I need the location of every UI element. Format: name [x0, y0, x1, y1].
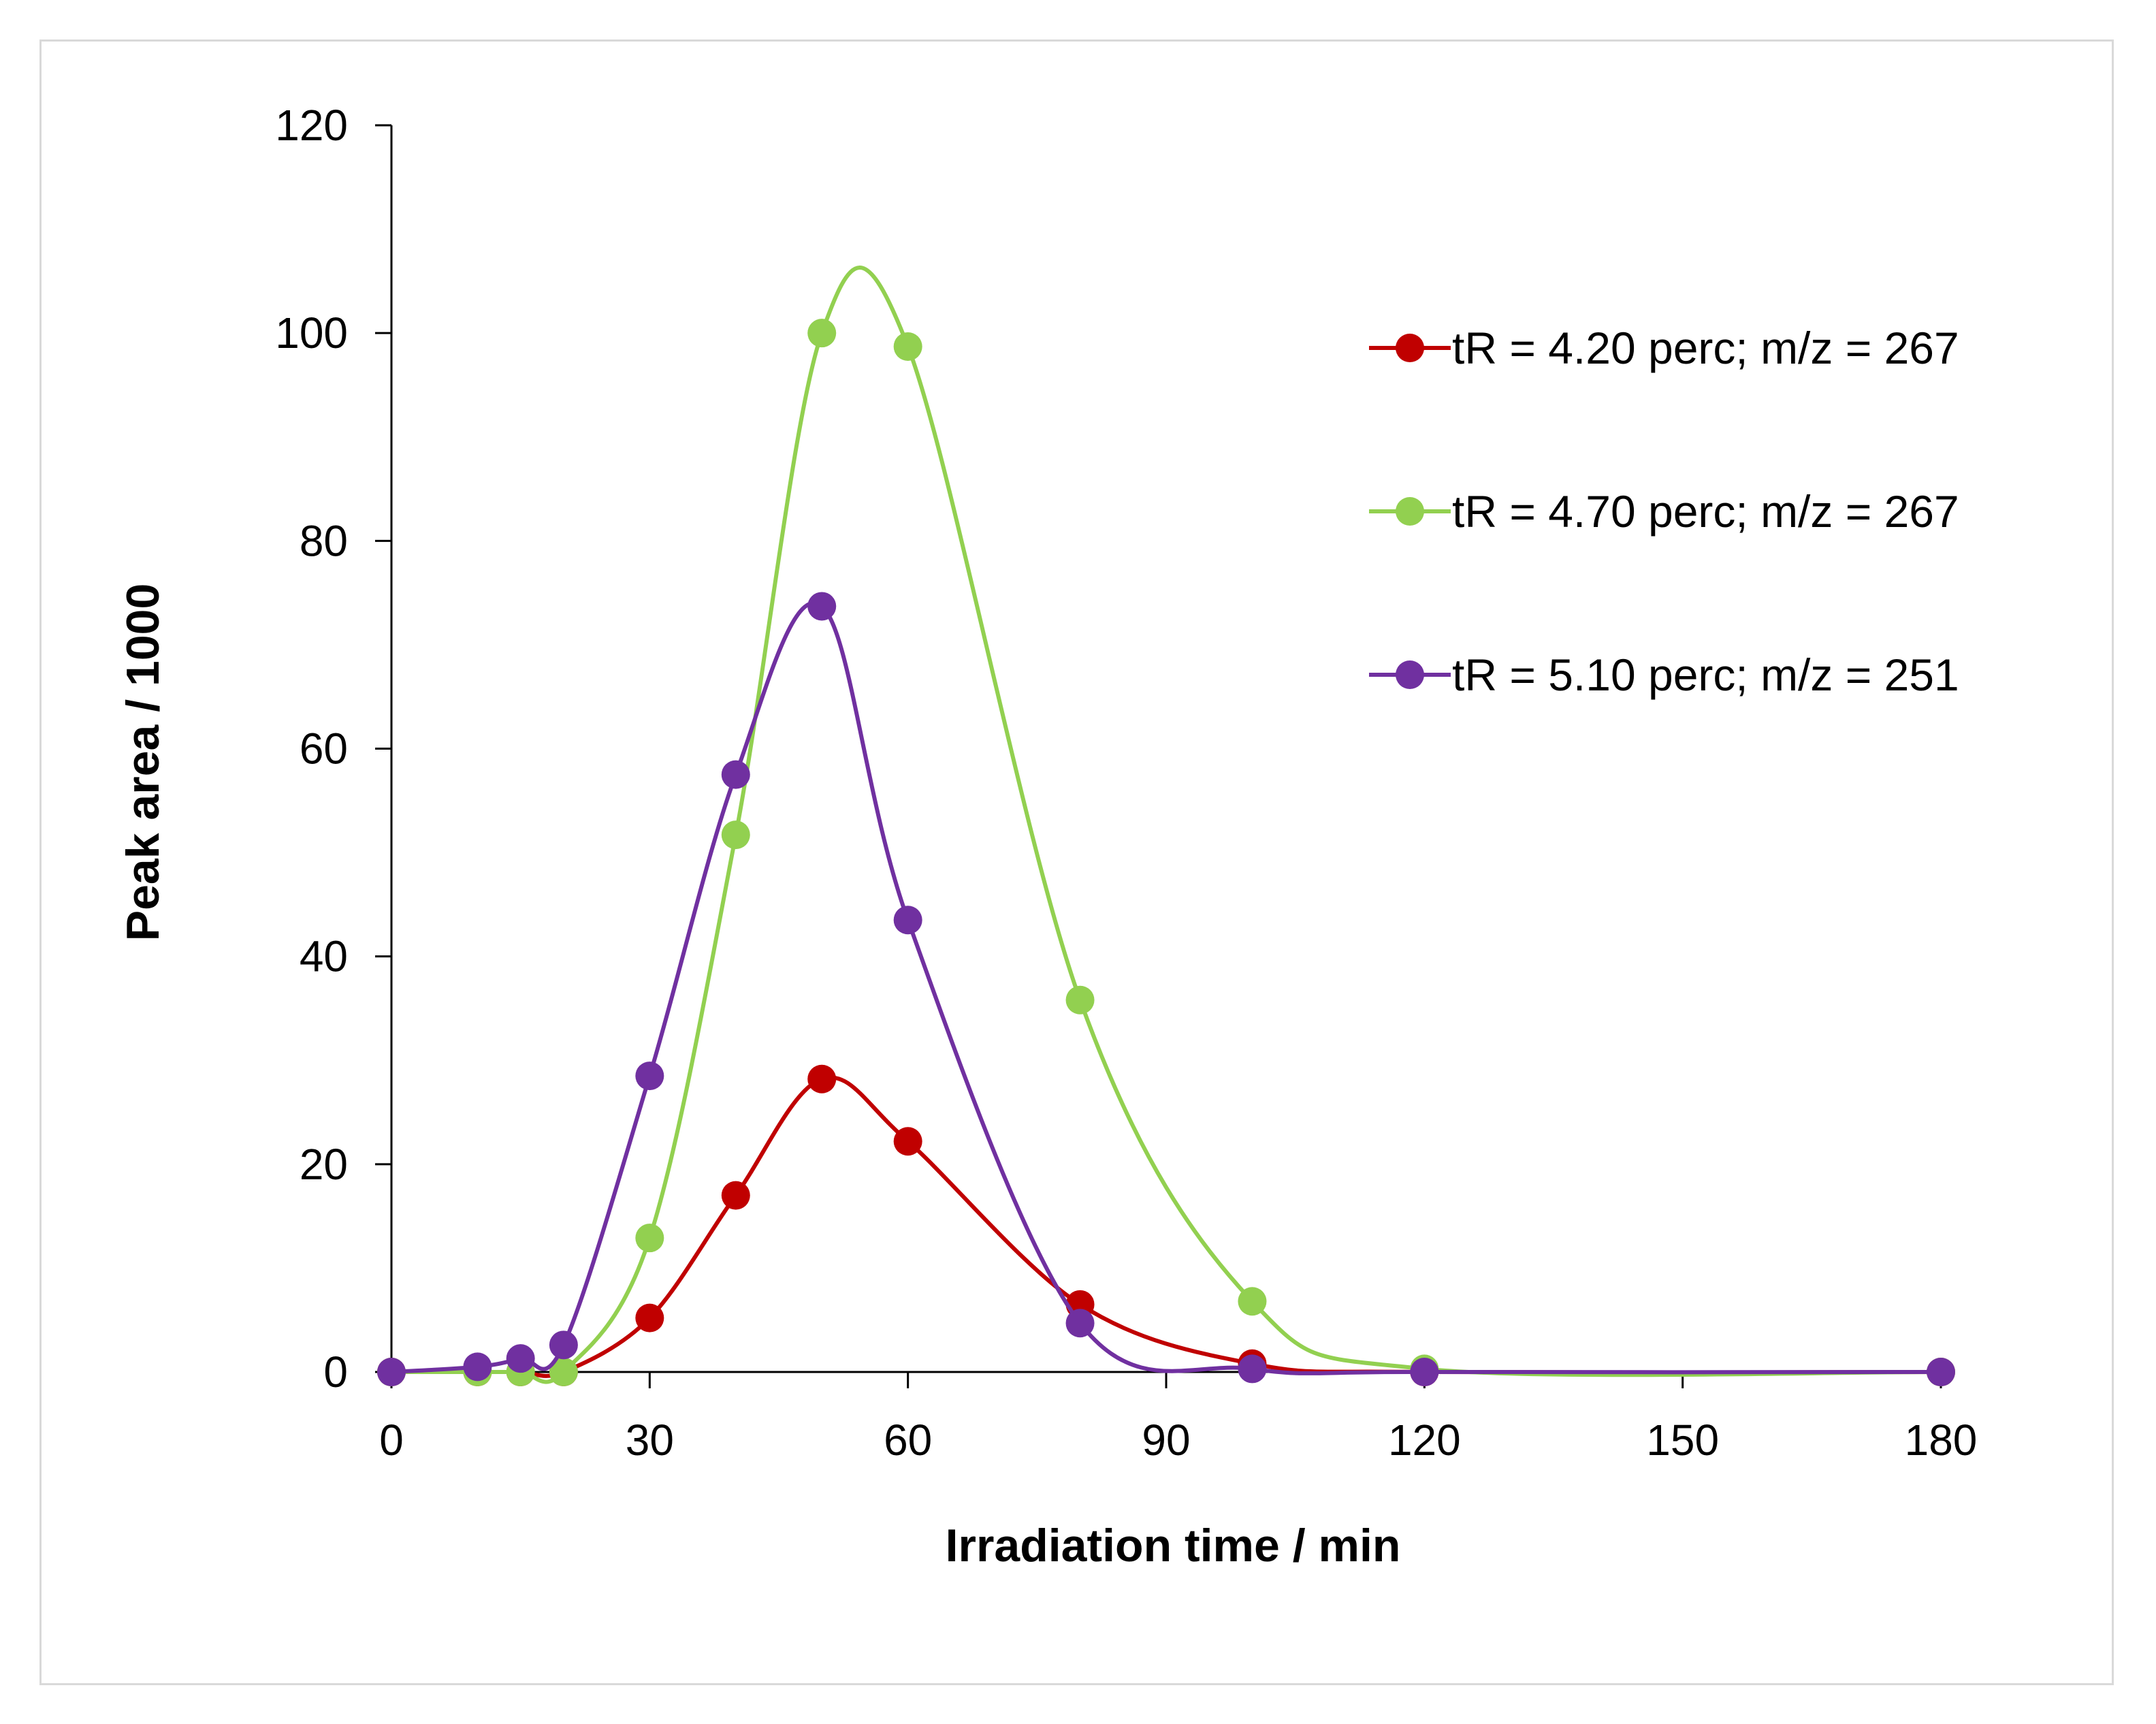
- data-point: [893, 1127, 922, 1156]
- x-tick-label: 60: [884, 1416, 932, 1465]
- y-ticks: 0 20 40 60 80 100 120: [275, 101, 391, 1396]
- data-point: [635, 1061, 664, 1091]
- legend-marker: [1396, 334, 1424, 362]
- series-layer: [377, 266, 1955, 1386]
- y-axis-title: Peak area / 1000: [117, 584, 169, 942]
- legend-label: tR = 5.10 perc; m/z = 251: [1452, 650, 1959, 700]
- data-point: [506, 1344, 535, 1373]
- legend-label: tR = 4.20 perc; m/z = 267: [1452, 323, 1959, 373]
- x-tick-label: 180: [1905, 1416, 1978, 1465]
- legend-marker: [1396, 497, 1424, 526]
- series-1: [377, 1064, 1955, 1386]
- y-tick-label: 40: [300, 932, 348, 981]
- data-point: [377, 1358, 406, 1386]
- series-2: [377, 266, 1955, 1386]
- legend-label: tR = 4.70 perc; m/z = 267: [1452, 486, 1959, 537]
- data-point: [721, 820, 750, 850]
- x-ticks: 0 30 60 90 120 150 180: [379, 1372, 1977, 1465]
- data-point: [807, 1064, 837, 1094]
- x-tick-label: 30: [626, 1416, 674, 1465]
- y-tick-label: 20: [300, 1140, 348, 1189]
- legend-item: tR = 4.70 perc; m/z = 267: [1369, 486, 1959, 537]
- chart-svg: 0 20 40 60 80 100 120 0 30 60 90 120 150 180 Irradia…: [117, 101, 1977, 1571]
- x-tick-label: 90: [1142, 1416, 1190, 1465]
- x-axis-title: Irradiation time / min: [946, 1520, 1401, 1571]
- y-tick-label: 80: [300, 516, 348, 565]
- legend: tR = 4.20 perc; m/z = 267 tR = 4.70 perc;…: [1369, 323, 1959, 700]
- data-point: [1410, 1358, 1439, 1386]
- axes: 0 20 40 60 80 100 120 0 30 60 90 120 150 180: [275, 101, 1977, 1465]
- legend-item: tR = 4.20 perc; m/z = 267: [1369, 323, 1959, 373]
- data-point: [1065, 985, 1095, 1015]
- data-point: [1927, 1358, 1955, 1386]
- data-point: [1238, 1287, 1267, 1316]
- data-point: [549, 1358, 578, 1386]
- data-point: [721, 1181, 750, 1210]
- series-line: [389, 1075, 1943, 1378]
- y-tick-label: 60: [300, 724, 348, 773]
- data-point: [721, 760, 750, 789]
- series-line: [389, 601, 1943, 1375]
- x-tick-label: 0: [379, 1416, 404, 1465]
- data-point: [807, 319, 837, 348]
- data-point: [1238, 1354, 1267, 1384]
- data-point: [807, 592, 837, 621]
- y-tick-label: 120: [275, 101, 348, 150]
- x-tick-label: 150: [1646, 1416, 1719, 1465]
- data-point: [463, 1352, 492, 1382]
- data-point: [893, 906, 922, 935]
- data-point: [1065, 1309, 1095, 1338]
- data-point: [635, 1224, 664, 1253]
- legend-marker: [1396, 660, 1424, 689]
- legend-item: tR = 5.10 perc; m/z = 251: [1369, 650, 1959, 700]
- x-tick-label: 120: [1388, 1416, 1461, 1465]
- chart-frame: 0 20 40 60 80 100 120 0 30 60 90 120 150 180 Irradia…: [39, 39, 2114, 1685]
- series-line: [389, 266, 1943, 1384]
- data-point: [635, 1303, 664, 1332]
- y-tick-label: 0: [323, 1347, 348, 1396]
- series-3: [377, 592, 1955, 1386]
- y-tick-label: 100: [275, 308, 348, 357]
- data-point: [549, 1330, 578, 1360]
- data-point: [893, 332, 922, 362]
